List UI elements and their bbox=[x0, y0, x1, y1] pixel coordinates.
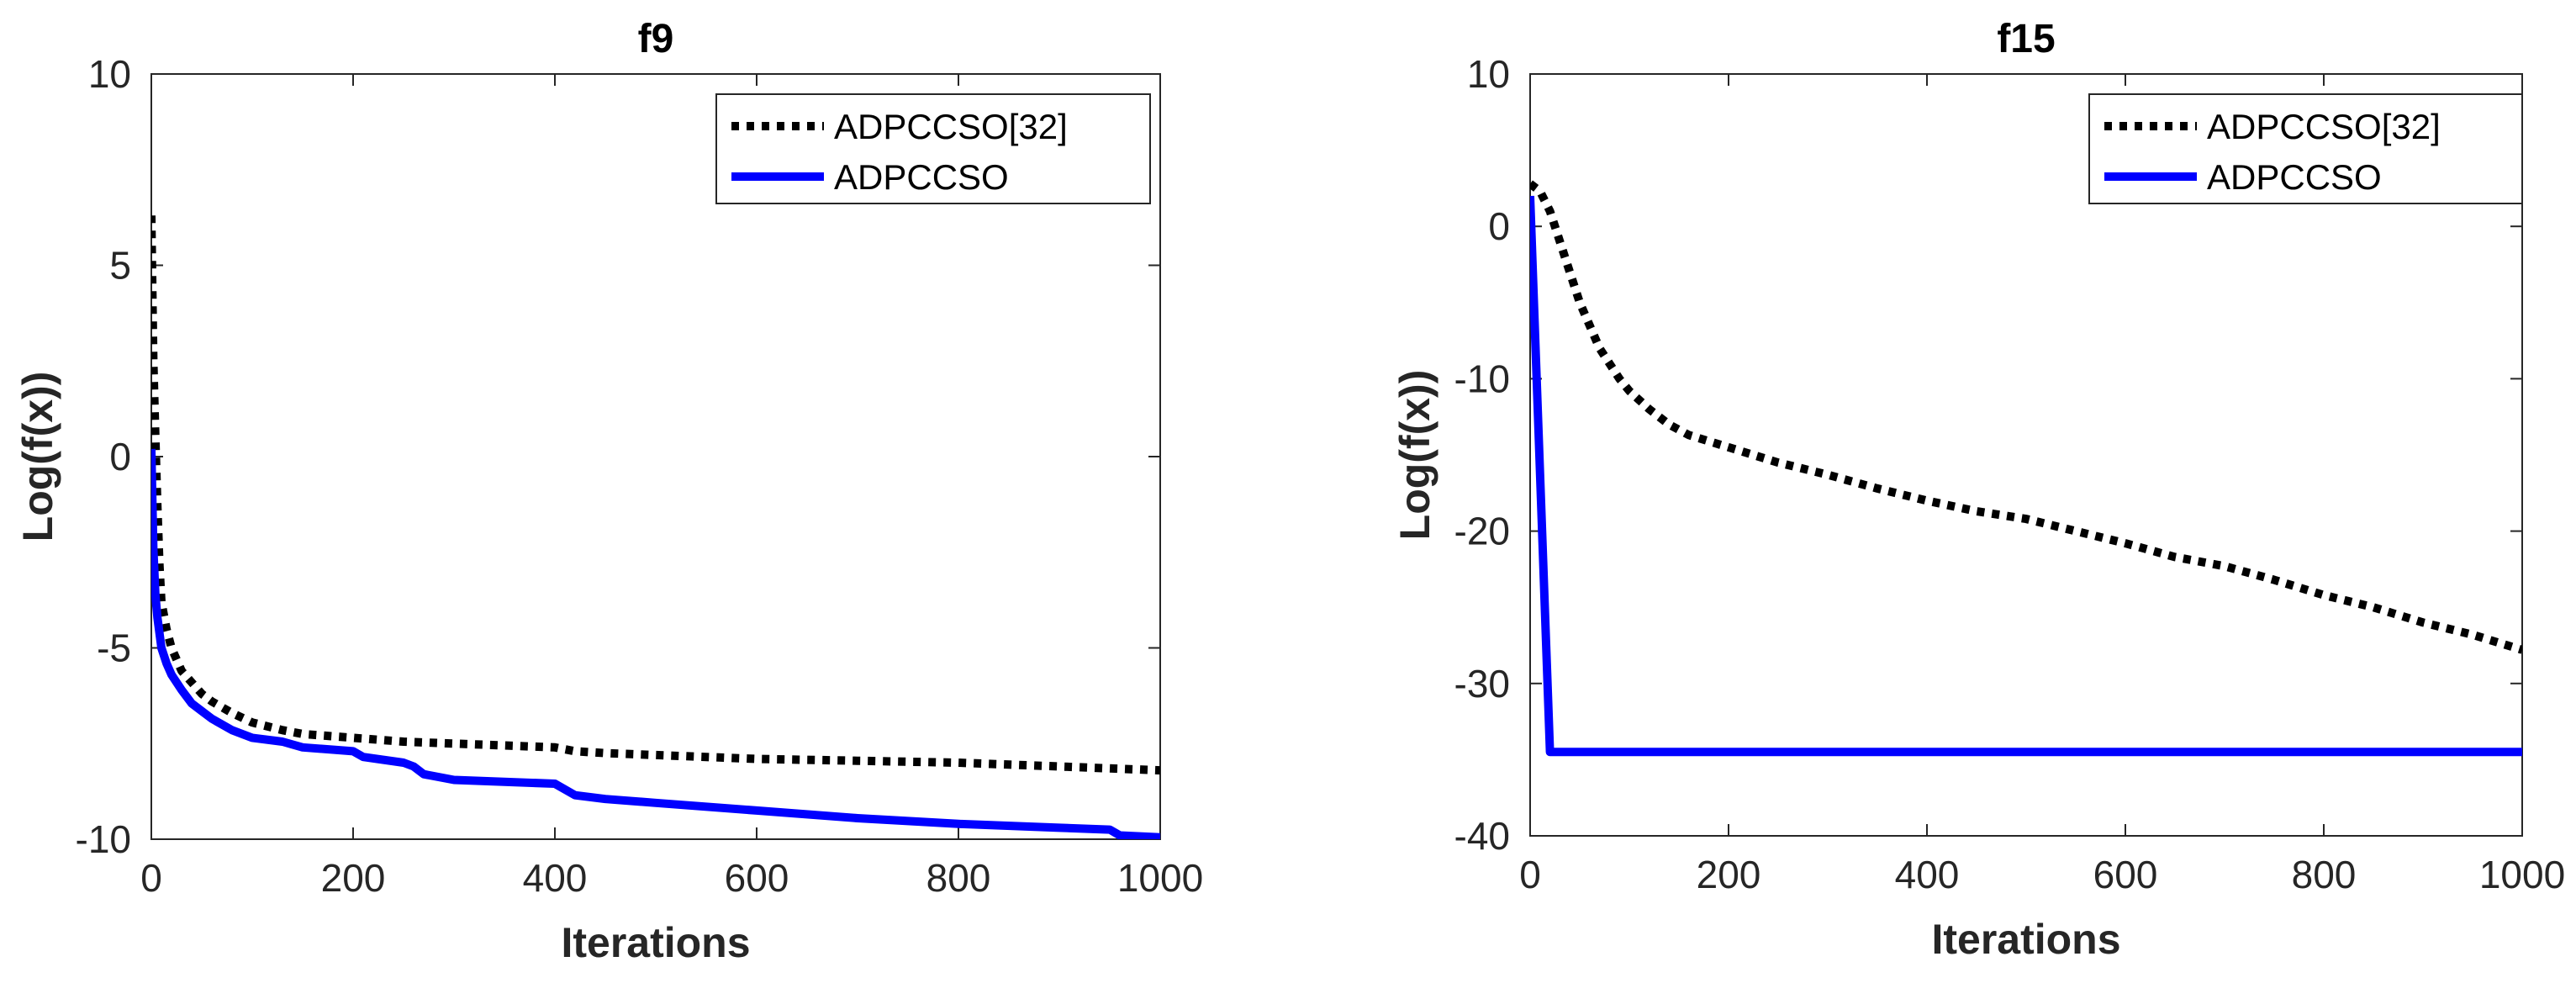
legend-label: ADPCCSO bbox=[834, 157, 1009, 197]
x-tick-label: 1000 bbox=[2479, 853, 2565, 896]
chart-title: f9 bbox=[638, 17, 674, 61]
y-tick-label: -10 bbox=[76, 817, 131, 861]
x-tick-label: 1000 bbox=[1117, 856, 1203, 900]
legend: ADPCCSO[32] ADPCCSO bbox=[2088, 93, 2523, 204]
x-tick-label: 600 bbox=[2093, 853, 2158, 896]
y-tick-label: -20 bbox=[1454, 510, 1510, 553]
y-tick-label: 0 bbox=[109, 435, 131, 478]
legend-box bbox=[715, 93, 1151, 204]
legend-label: ADPCCSO bbox=[2207, 157, 2382, 197]
series-line-ADPCCSO[32] bbox=[1530, 180, 2522, 654]
legend-label: ADPCCSO[32] bbox=[2207, 107, 2441, 146]
series-line-ADPCCSO bbox=[151, 448, 1160, 839]
x-tick-label: 0 bbox=[1519, 853, 1541, 896]
y-axis-label: Log(f(x)) bbox=[1391, 370, 1438, 541]
x-tick-label: 400 bbox=[523, 856, 588, 900]
y-tick-label: -40 bbox=[1454, 814, 1510, 858]
x-tick-label: 600 bbox=[725, 856, 789, 900]
y-tick-label: -5 bbox=[97, 626, 131, 670]
chart-f9: f9 0 200 400 600 800 1000 -10 -5 0 5 10 Iterations Lo… bbox=[14, 17, 1203, 966]
y-tick-label: -10 bbox=[1454, 357, 1510, 400]
x-tick-label: 200 bbox=[321, 856, 386, 900]
x-tick-label: 800 bbox=[2292, 853, 2357, 896]
legend-box bbox=[2088, 93, 2523, 204]
y-tick-label: 10 bbox=[88, 52, 131, 96]
chart-f15: f15 0 200 400 600 800 1000 -40 -30 -20 -10 0 10 Itera… bbox=[1391, 17, 2565, 963]
y-axis-label: Log(f(x)) bbox=[14, 372, 61, 542]
chart-title: f15 bbox=[1997, 17, 2055, 61]
x-axis-label: Iterations bbox=[561, 919, 750, 966]
series-line-ADPCCSO[32] bbox=[151, 215, 1160, 775]
legend: ADPCCSO[32] ADPCCSO bbox=[715, 93, 1151, 204]
x-tick-label: 800 bbox=[926, 856, 991, 900]
x-tick-label: 0 bbox=[140, 856, 162, 900]
x-tick-label: 400 bbox=[1895, 853, 1960, 896]
y-tick-label: 0 bbox=[1488, 204, 1510, 248]
x-tick-label: 200 bbox=[1697, 853, 1761, 896]
series-line-ADPCCSO bbox=[1530, 195, 2522, 757]
y-tick-label: -30 bbox=[1454, 662, 1510, 706]
x-axis-label: Iterations bbox=[1931, 916, 2120, 963]
legend-label: ADPCCSO[32] bbox=[834, 107, 1068, 146]
y-tick-label: 10 bbox=[1467, 52, 1510, 96]
y-tick-label: 5 bbox=[109, 244, 131, 288]
